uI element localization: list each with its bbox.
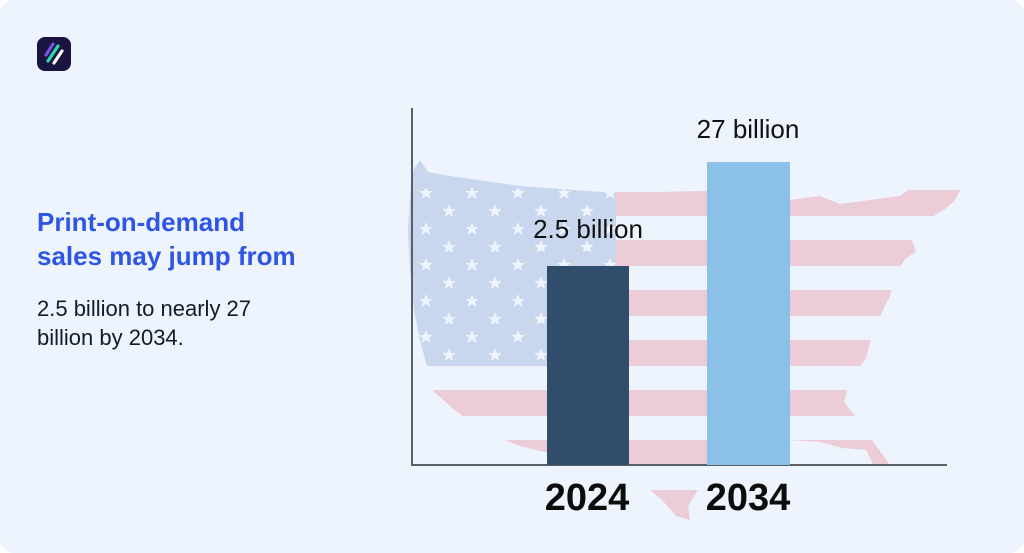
- headline-line-2: sales may jump from: [37, 241, 296, 271]
- stripes-logo-icon: [37, 37, 71, 71]
- y-axis: [411, 108, 413, 466]
- x-axis: [411, 464, 947, 466]
- subtext: 2.5 billion to nearly 27 billion by 2034…: [37, 294, 357, 352]
- headline-line-1: Print-on-demand: [37, 207, 245, 237]
- headline: Print-on-demand sales may jump from: [37, 205, 377, 273]
- category-label-2034: 2034: [705, 477, 791, 519]
- category-label-2024: 2024: [544, 477, 630, 519]
- subtext-line-1: 2.5 billion to nearly 27: [37, 296, 252, 321]
- bar-2034: [707, 162, 790, 465]
- bar-2024: [547, 266, 629, 465]
- subtext-line-2: billion by 2034.: [37, 325, 184, 350]
- bar-label-2034: 27 billion: [696, 114, 800, 144]
- bar-label-2024: 2.5 billion: [533, 214, 643, 244]
